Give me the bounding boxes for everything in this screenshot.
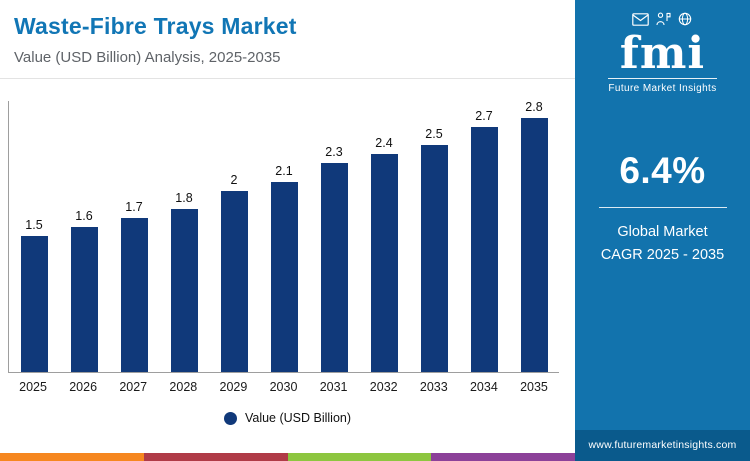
bar-2025 [20,236,48,372]
x-tick-2028: 2028 [169,380,198,394]
bar-2030 [270,182,298,372]
x-tick-2034: 2034 [469,380,498,394]
bar-2034 [470,127,498,372]
envelope-icon [632,13,650,31]
globe-icon [678,12,692,31]
bar-group-2033: 2.5 [409,127,459,372]
x-tick-2025: 2025 [19,380,47,394]
x-tick-2031: 2031 [319,380,348,394]
cagr-value: 6.4% [619,150,706,192]
chart-panel: Waste-Fibre Trays Market Value (USD Bill… [0,0,575,461]
bar-2027 [120,218,148,372]
x-tick-2035: 2035 [520,380,548,394]
bar-chart: 1.5 1.6 1.7 1.8 2 2.1 2.3 2.4 2.5 2.7 2.8 [8,100,559,373]
x-axis-labels: 2025 2026 2027 2028 2029 2030 2031 2032 2033 2034… [8,373,559,394]
logo-icons [632,12,692,31]
sidebar: fmi Future Market Insights 6.4% Global M… [575,0,750,461]
bar-value-label: 2.7 [475,109,493,123]
bar-value-label: 2.3 [325,145,343,159]
bar-value-label: 2.4 [375,136,393,150]
bar-group-2034: 2.7 [459,109,509,372]
bar-value-label: 1.5 [25,218,43,232]
legend-marker [223,411,237,425]
stripe-segment-1 [0,453,144,461]
bar-2033 [420,145,448,372]
website-bar: www.futuremarketinsights.com [575,430,750,461]
brand-stripe [0,453,575,461]
bar-value-label: 2.1 [275,164,293,178]
cagr-label: Global Market CAGR 2025 - 2035 [601,221,724,266]
cagr-divider [598,207,727,209]
bar-2029 [220,191,248,372]
cagr-label-line1: Global Market [617,224,708,241]
x-tick-2032: 2032 [369,380,398,394]
logo-text: fmi [619,28,706,79]
page-subtitle: Value (USD Billion) Analysis, 2025-2035 [14,49,281,66]
chart-legend: Value (USD Billion) [0,411,575,425]
header: Waste-Fibre Trays Market Value (USD Bill… [0,0,575,79]
bar-value-label: 1.8 [175,191,193,205]
bar-2028 [170,209,198,372]
bar-group-2025: 1.5 [9,218,59,372]
bar-group-2030: 2.1 [259,164,309,372]
bar-group-2031: 2.3 [309,145,359,372]
stripe-segment-3 [287,453,432,461]
bar-value-label: 2 [230,173,238,187]
bar-group-2029: 2 [209,173,259,372]
bar-2032 [370,154,398,372]
bar-group-2028: 1.8 [159,191,209,372]
bar-2031 [320,163,348,372]
bar-group-2026: 1.6 [59,209,109,372]
bar-2026 [70,227,98,372]
bar-group-2027: 1.7 [109,200,159,372]
logo-subtext: Future Market Insights [608,78,717,94]
x-tick-2027: 2027 [119,380,148,394]
x-tick-2033: 2033 [419,380,448,394]
fmi-logo: fmi Future Market Insights [608,12,717,94]
bar-2035 [520,118,548,372]
legend-label: Value (USD Billion) [244,411,352,425]
bar-value-label: 2.8 [525,100,543,114]
bar-group-2032: 2.4 [359,136,409,372]
bar-value-label: 1.7 [125,200,143,214]
x-tick-2030: 2030 [269,380,298,394]
bar-value-label: 2.5 [425,127,443,141]
person-presenting-icon [656,12,672,31]
stripe-segment-2 [143,453,288,461]
x-tick-2026: 2026 [69,380,98,394]
stripe-segment-4 [431,453,575,461]
x-tick-2029: 2029 [219,380,248,394]
cagr-label-line2: CAGR 2025 - 2035 [600,246,725,263]
bar-value-label: 1.6 [75,209,93,223]
page-title: Waste-Fibre Trays Market [14,13,297,39]
bar-group-2035: 2.8 [509,100,559,372]
